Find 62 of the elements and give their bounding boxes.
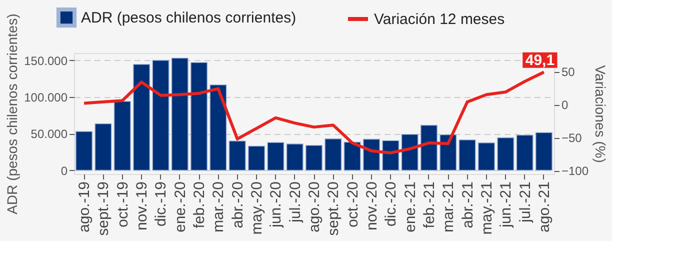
bar xyxy=(133,64,150,171)
bar xyxy=(324,138,342,171)
bar xyxy=(497,137,514,171)
y-tick-label: 50.000 xyxy=(30,127,68,142)
y2-axis-title: Variaciones (%) xyxy=(592,65,609,163)
bar xyxy=(152,60,170,171)
x-tick-label: may.-21 xyxy=(478,182,496,235)
y2-tick-label: 50 xyxy=(562,65,576,80)
x-tick-label: ene.-21 xyxy=(402,182,419,232)
bar xyxy=(267,142,284,171)
line-series xyxy=(82,70,546,154)
bar xyxy=(458,140,476,171)
x-tick-label: sept.-20 xyxy=(325,182,342,236)
bar xyxy=(344,142,361,171)
x-tick-label: feb.-20 xyxy=(191,182,208,228)
bar xyxy=(535,132,552,171)
x-tick-label: dic.-19 xyxy=(152,182,170,227)
bar xyxy=(478,142,495,171)
y-tick-label: 150.000 xyxy=(24,54,68,68)
bar xyxy=(210,84,227,171)
bar xyxy=(114,101,131,171)
bar xyxy=(420,124,438,171)
bar xyxy=(228,140,246,171)
x-tick-label: ago.-20 xyxy=(306,182,323,232)
x-tick-label: jun.-20 xyxy=(268,182,285,228)
x-tick-label: feb.-21 xyxy=(420,182,438,228)
x-tick-label: ago.-19 xyxy=(76,182,94,232)
bar xyxy=(516,134,534,171)
bar xyxy=(401,134,418,171)
bar xyxy=(94,123,112,171)
x-tick-label: oct.-20 xyxy=(344,182,362,228)
y2-tick-label: −100 xyxy=(562,164,589,178)
y2-tick-label: 0 xyxy=(562,98,568,112)
x-tick-label: jul.-21 xyxy=(516,182,534,224)
x-tick-label: abr.-20 xyxy=(229,182,246,228)
x-tick-label: nov.-19 xyxy=(134,182,151,230)
x-tick-label: sept.-19 xyxy=(95,182,112,236)
bar xyxy=(248,146,266,171)
y-tick-label: 100.000 xyxy=(24,90,68,104)
legend-label: ADR (pesos chilenos corrientes) xyxy=(81,10,296,26)
x-tick-label: dic.-20 xyxy=(382,182,400,227)
x-tick-label: ene.-20 xyxy=(172,182,189,232)
y-axis-title: ADR (pesos chilenos corrientes) xyxy=(4,14,20,214)
y-tick-label: 0 xyxy=(60,164,68,178)
x-tick-label: ago.-21 xyxy=(536,182,553,232)
x-tick-label: mar.-20 xyxy=(210,182,228,232)
y2-tick-label: −50 xyxy=(562,131,582,146)
bar xyxy=(76,131,93,171)
bar xyxy=(440,134,457,171)
x-tick-label: jun.-21 xyxy=(498,182,515,228)
x-tick-label: jul.-20 xyxy=(286,182,304,224)
x-tick-label: oct.-19 xyxy=(114,182,132,228)
x-tick-label: abr.-21 xyxy=(459,182,476,228)
bar xyxy=(286,144,304,171)
x-tick-label: may.-20 xyxy=(248,182,266,235)
x-tick-label: nov.-20 xyxy=(363,182,380,230)
bar xyxy=(190,62,208,171)
legend-label: Variación 12 meses xyxy=(374,11,505,28)
x-tick-label: mar.-21 xyxy=(440,182,458,232)
bar xyxy=(171,58,188,171)
bar xyxy=(305,145,323,171)
data-label: 49,1 xyxy=(525,52,555,70)
